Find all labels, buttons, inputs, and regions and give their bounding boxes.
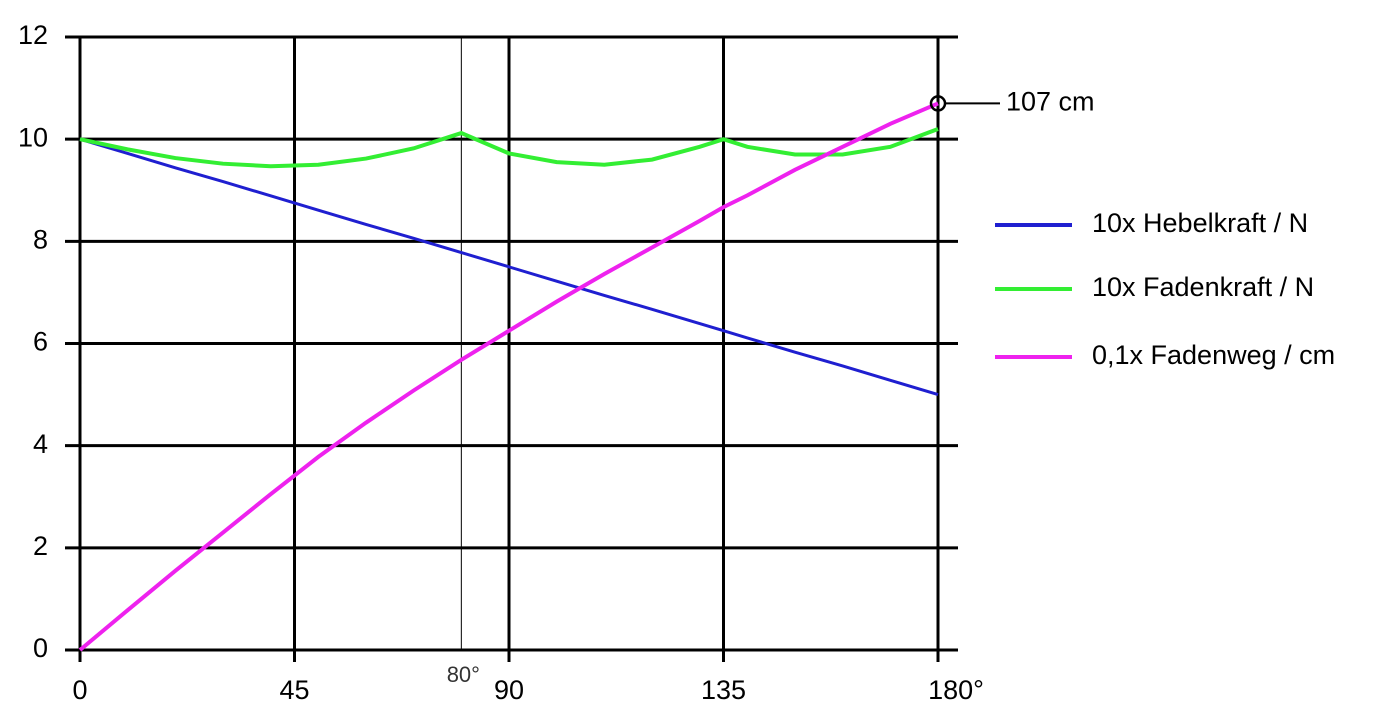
marker-label: 80° [447,662,480,687]
series-line [78,101,939,652]
legend-label: 10x Fadenkraft / N [1092,272,1314,302]
y-tick-label: 6 [33,327,48,357]
x-tick-label: 0 [72,675,87,705]
legend-label: 0,1x Fadenweg / cm [1092,340,1335,370]
legend-label: 10x Hebelkraft / N [1092,208,1308,238]
y-tick-label: 8 [33,224,48,254]
annotation-label: 107 cm [1006,87,1095,117]
y-tick-label: 0 [33,633,48,663]
x-tick-label: 45 [279,675,309,705]
y-tick-label: 10 [18,122,48,152]
series-line [79,137,939,397]
x-tick-label: 135 [701,675,746,705]
y-tick-label: 4 [33,429,48,459]
x-tick-label: 180° [928,675,984,705]
x-tick-label: 90 [494,675,524,705]
y-tick-label: 12 [18,20,48,50]
series-line [79,127,939,169]
y-tick-label: 2 [33,531,48,561]
